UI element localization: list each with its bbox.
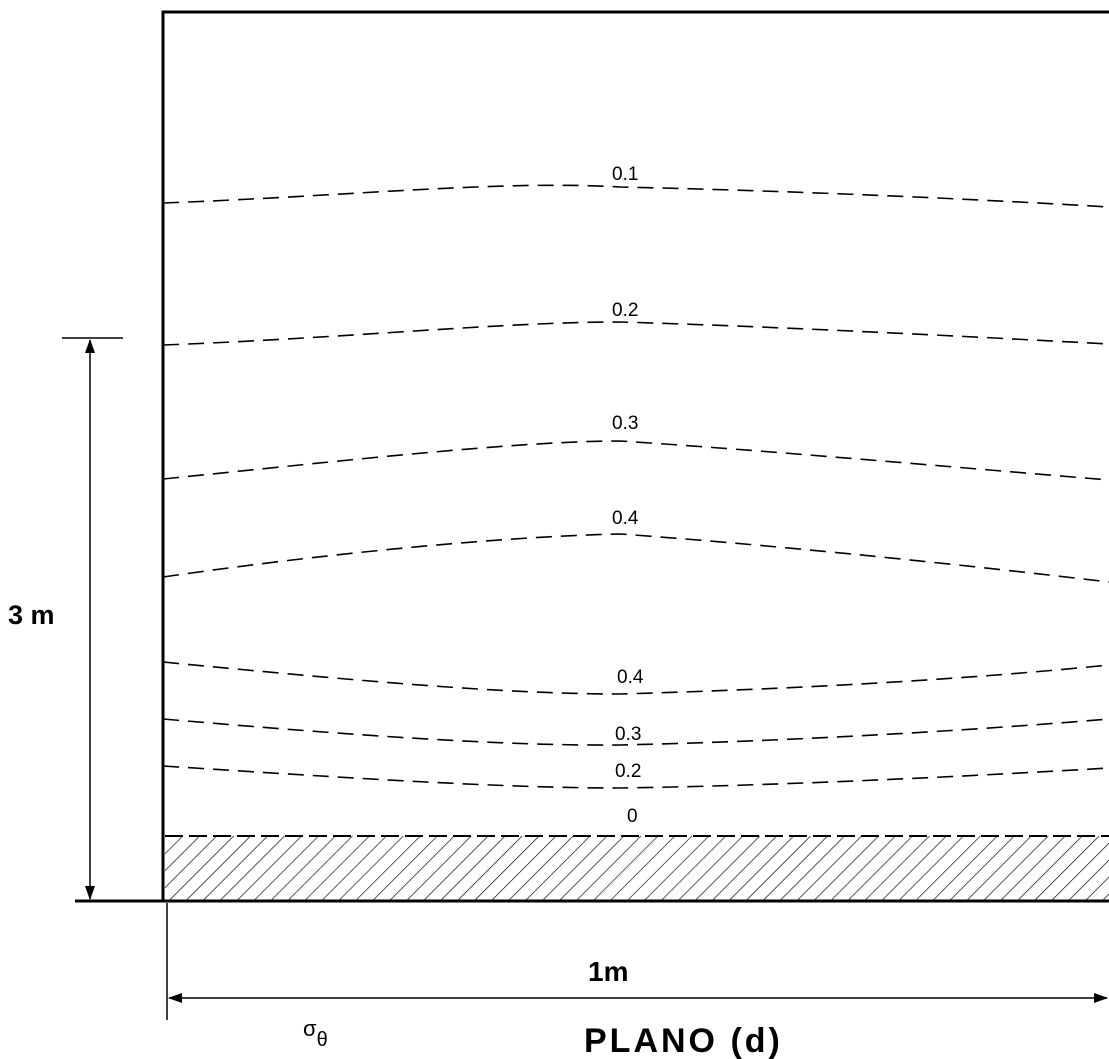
- figure-caption: PLANO (d): [584, 1022, 783, 1059]
- hatched-base: [165, 836, 1109, 900]
- contour-label: 0.3: [612, 413, 638, 434]
- contour-label: 0.4: [612, 508, 639, 529]
- contour-label: 0.1: [612, 164, 638, 185]
- contour-label: 0.2: [615, 761, 641, 782]
- stress-symbol: σθ: [303, 1016, 328, 1051]
- contour-line-0.4-bottom: [162, 661, 1109, 695]
- contour-line-0.2-top: [162, 321, 1109, 346]
- contour-line-0.1-top: [162, 184, 1109, 208]
- contour-label: 0.3: [615, 724, 641, 745]
- contour-line-0.3-bottom: [162, 718, 1109, 746]
- contour-label: 0.2: [612, 300, 638, 321]
- contour-label: 0.4: [617, 667, 644, 688]
- width-dimension-label: 1m: [588, 956, 628, 987]
- contour-line-0.4-top: [162, 533, 1109, 583]
- domain-border: [161, 10, 1109, 900]
- height-dimension-label: 3 m: [8, 600, 55, 630]
- contour-line-0.2-bottom: [162, 765, 1109, 789]
- contour-line-0.3-top: [162, 440, 1109, 481]
- contour-label: 0: [627, 806, 638, 827]
